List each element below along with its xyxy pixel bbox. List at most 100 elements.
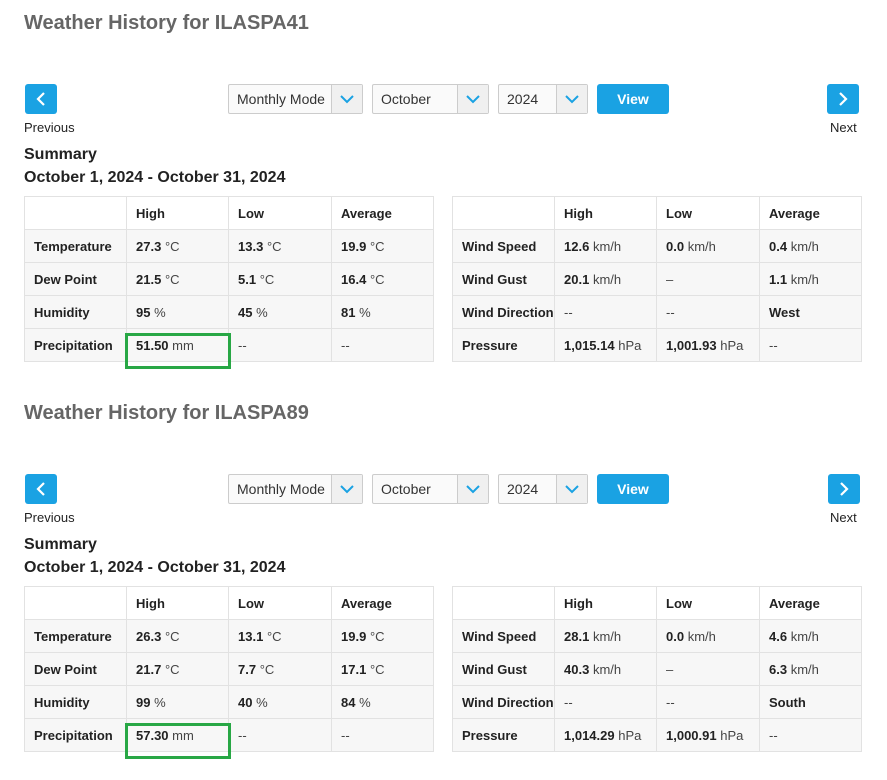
table-cell: -- <box>554 295 657 329</box>
table-cell: 40 % <box>228 685 332 719</box>
table-cell: 57.30 mm <box>126 718 229 752</box>
table-row: Wind Direction -- -- West <box>452 295 862 329</box>
mode-select[interactable]: Monthly Mode <box>228 474 363 504</box>
year-select-value: 2024 <box>507 91 539 107</box>
table-cell: 21.7 °C <box>126 652 229 686</box>
date-range: October 1, 2024 - October 31, 2024 <box>24 169 286 186</box>
chevron-left-icon <box>36 482 45 496</box>
month-select[interactable]: October <box>372 474 489 504</box>
chevron-down-icon <box>457 475 488 503</box>
table-cell: 7.7 °C <box>228 652 332 686</box>
table-cell: 0.0 km/h <box>656 619 760 653</box>
year-select[interactable]: 2024 <box>498 474 588 504</box>
table-cell: 84 % <box>331 685 434 719</box>
summary-heading: Summary <box>24 146 97 163</box>
row-label: Wind Speed <box>452 229 555 263</box>
chevron-right-icon <box>840 482 849 496</box>
page-title: Weather History for ILASPA89 <box>24 402 309 424</box>
chevron-right-icon <box>839 92 848 106</box>
table-row: Pressure 1,014.29 hPa 1,000.91 hPa -- <box>452 718 862 752</box>
cell-value: 21.7 <box>136 661 162 677</box>
table-cell: 1,000.91 hPa <box>656 718 760 752</box>
table-row: Precipitation 51.50 mm -- -- <box>24 328 434 362</box>
cell-value: 95 <box>136 304 151 320</box>
table-cell: 95 % <box>126 295 229 329</box>
previous-label[interactable]: Previous <box>24 510 75 525</box>
table-row: Pressure 1,015.14 hPa 1,001.93 hPa -- <box>452 328 862 362</box>
chevron-down-icon <box>556 475 587 503</box>
cell-value: 19.9 <box>341 628 367 644</box>
table-cell: -- <box>656 685 760 719</box>
next-button[interactable] <box>828 474 860 504</box>
month-select-value: October <box>381 91 431 107</box>
mode-select[interactable]: Monthly Mode <box>228 84 363 114</box>
table-cell: -- <box>331 328 434 362</box>
cell-value: 51.50 <box>136 337 169 353</box>
next-button[interactable] <box>827 84 859 114</box>
table-cell: 28.1 km/h <box>554 619 657 653</box>
table-header-row: High Low Average <box>24 196 434 230</box>
cell-value: 7.7 <box>238 661 257 677</box>
previous-button[interactable] <box>25 474 57 504</box>
row-label: Humidity <box>24 685 127 719</box>
month-select-value: October <box>381 481 431 497</box>
cell-value: 19.9 <box>341 238 367 254</box>
year-select-value: 2024 <box>507 481 539 497</box>
cell-unit: -- <box>238 337 247 353</box>
column-header: Low <box>656 196 760 230</box>
row-label: Wind Direction <box>452 295 555 329</box>
cell-value: 13.1 <box>238 628 264 644</box>
next-label[interactable]: Next <box>830 510 857 525</box>
month-select[interactable]: October <box>372 84 489 114</box>
cell-value: 28.1 <box>564 628 590 644</box>
cell-value: 17.1 <box>341 661 367 677</box>
cell-unit: °C <box>369 238 385 254</box>
cell-unit: hPa <box>618 337 642 353</box>
cell-unit: -- <box>666 694 675 710</box>
table-cell: -- <box>331 718 434 752</box>
table-cell: 21.5 °C <box>126 262 229 296</box>
table-cell: 81 % <box>331 295 434 329</box>
cell-unit: km/h <box>592 238 622 254</box>
cell-value: 0.4 <box>769 238 788 254</box>
table-cell: 27.3 °C <box>126 229 229 263</box>
cell-value: 0.0 <box>666 238 685 254</box>
next-label[interactable]: Next <box>830 120 857 135</box>
table-cell: 45 % <box>228 295 332 329</box>
cell-unit: – <box>666 271 674 287</box>
cell-unit: % <box>154 694 166 710</box>
cell-value: 40.3 <box>564 661 590 677</box>
cell-value: 12.6 <box>564 238 590 254</box>
cell-value: 13.3 <box>238 238 264 254</box>
column-header <box>452 196 555 230</box>
column-header: Average <box>759 196 862 230</box>
view-button[interactable]: View <box>597 84 669 114</box>
cell-value: 81 <box>341 304 356 320</box>
table-row: Wind Speed 28.1 km/h 0.0 km/h 4.6 km/h <box>452 619 862 653</box>
column-header: Low <box>228 586 332 620</box>
cell-value: 27.3 <box>136 238 162 254</box>
table-cell: 19.9 °C <box>331 229 434 263</box>
cell-value: 1,015.14 <box>564 337 615 353</box>
cell-value: 1.1 <box>769 271 788 287</box>
column-header: High <box>554 586 657 620</box>
cell-unit: km/h <box>592 661 622 677</box>
previous-label[interactable]: Previous <box>24 120 75 135</box>
table-cell: 19.9 °C <box>331 619 434 653</box>
cell-value: 1,001.93 <box>666 337 717 353</box>
table-cell: -- <box>759 718 862 752</box>
row-label: Wind Speed <box>452 619 555 653</box>
year-select[interactable]: 2024 <box>498 84 588 114</box>
cell-value: 40 <box>238 694 253 710</box>
table-cell: -- <box>759 328 862 362</box>
cell-value: 84 <box>341 694 356 710</box>
temperature-summary-table: High Low Average Temperature 26.3 °C 13.1 °C 1… <box>24 586 434 752</box>
previous-button[interactable] <box>25 84 57 114</box>
temperature-summary-table: High Low Average Temperature 27.3 °C 13.3 °C 1… <box>24 196 434 362</box>
cell-unit: °C <box>164 628 180 644</box>
cell-unit: hPa <box>720 337 744 353</box>
cell-value: 16.4 <box>341 271 367 287</box>
view-button[interactable]: View <box>597 474 669 504</box>
summary-heading: Summary <box>24 536 97 553</box>
table-row: Wind Direction -- -- South <box>452 685 862 719</box>
